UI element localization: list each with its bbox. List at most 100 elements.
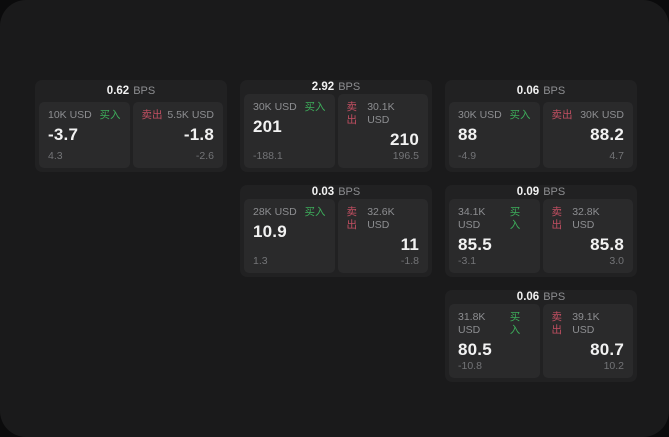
sell-panel-top: 卖出 32.6K USD	[347, 206, 420, 232]
spread-card: 0.09 BPS 34.1K USD 买入 85.5 -3.1 卖出 32.8K…	[445, 185, 637, 277]
sell-delta: 4.7	[609, 150, 624, 162]
bps-unit: BPS	[133, 85, 156, 97]
buy-badge: 买入	[509, 311, 521, 336]
buy-amount: 30K USD	[253, 101, 297, 113]
bps-value: 2.92	[311, 81, 335, 93]
buy-panel-top: 31.8K USD 买入	[458, 311, 531, 337]
sell-badge: 卖出	[551, 109, 573, 121]
sell-panel[interactable]: 卖出 5.5K USD -1.8 -2.6	[132, 102, 223, 168]
buy-delta: 4.3	[48, 150, 63, 162]
sell-badge: 卖出	[551, 206, 563, 231]
buy-amount: 30K USD	[458, 109, 502, 121]
buy-badge: 买入	[99, 109, 121, 121]
sell-delta: 196.5	[392, 150, 419, 162]
bps-unit: BPS	[338, 81, 361, 93]
buy-amount: 28K USD	[253, 206, 297, 218]
sell-badge: 卖出	[141, 109, 163, 121]
spread-card: 2.92 BPS 30K USD 买入 201 -188.1 卖出 30.1K …	[240, 80, 432, 172]
buy-badge: 买入	[509, 109, 531, 121]
buy-price: -3.7	[48, 125, 79, 144]
buy-panel[interactable]: 30K USD 买入 88 -4.9	[449, 102, 540, 168]
sell-delta: -2.6	[195, 150, 214, 162]
sell-amount: 32.8K USD	[572, 206, 600, 231]
card-body: 31.8K USD 买入 80.5 -10.8 卖出 39.1K USD 80.…	[445, 304, 637, 382]
buy-badge: 买入	[509, 206, 521, 231]
bps-unit: BPS	[543, 291, 566, 303]
buy-panel[interactable]: 10K USD 买入 -3.7 4.3	[39, 102, 130, 168]
spread-card: 0.62 BPS 10K USD 买入 -3.7 4.3 卖出 5.5K USD…	[35, 80, 227, 172]
spread-card: 0.03 BPS 28K USD 买入 10.9 1.3 卖出 32.6K US…	[240, 185, 432, 277]
sell-badge: 卖出	[346, 101, 358, 126]
bps-unit: BPS	[543, 186, 566, 198]
bps-value: 0.06	[516, 291, 540, 303]
sell-amount: 30.1K USD	[367, 101, 395, 126]
buy-amount: 31.8K USD	[458, 311, 486, 336]
buy-amount: 10K USD	[48, 109, 92, 121]
sell-panel[interactable]: 卖出 32.6K USD 11 -1.8	[337, 199, 428, 273]
bps-value: 0.06	[516, 85, 540, 97]
sell-panel[interactable]: 卖出 39.1K USD 80.7 10.2	[542, 304, 633, 378]
sell-delta: 10.2	[603, 360, 624, 372]
sell-panel-top: 卖出 30K USD	[552, 109, 625, 122]
card-body: 28K USD 买入 10.9 1.3 卖出 32.6K USD 11 -1.8	[240, 199, 432, 277]
buy-panel[interactable]: 31.8K USD 买入 80.5 -10.8	[449, 304, 540, 378]
buy-panel[interactable]: 34.1K USD 买入 85.5 -3.1	[449, 199, 540, 273]
buy-panel[interactable]: 28K USD 买入 10.9 1.3	[244, 199, 335, 273]
sell-panel[interactable]: 卖出 30K USD 88.2 4.7	[542, 102, 633, 168]
buy-badge: 买入	[304, 101, 326, 113]
card-body: 10K USD 买入 -3.7 4.3 卖出 5.5K USD -1.8 -2.…	[35, 102, 227, 172]
bps-value: 0.03	[311, 186, 335, 198]
card-header: 0.03 BPS	[240, 185, 432, 199]
sell-amount: 32.6K USD	[367, 206, 395, 231]
sell-panel-top: 卖出 32.8K USD	[552, 206, 625, 232]
sell-amount: 5.5K USD	[167, 109, 214, 121]
sell-panel-top: 卖出 39.1K USD	[552, 311, 625, 337]
sell-delta: 3.0	[609, 255, 624, 267]
card-body: 34.1K USD 买入 85.5 -3.1 卖出 32.8K USD 85.8…	[445, 199, 637, 277]
sell-amount: 30K USD	[580, 109, 624, 121]
bps-unit: BPS	[543, 85, 566, 97]
card-header: 0.09 BPS	[445, 185, 637, 199]
sell-panel[interactable]: 卖出 32.8K USD 85.8 3.0	[542, 199, 633, 273]
buy-price: 80.5	[458, 340, 492, 359]
sell-price: 11	[400, 235, 419, 254]
card-header: 0.06 BPS	[445, 80, 637, 102]
sell-price: 85.8	[590, 235, 624, 254]
buy-panel-top: 30K USD 买入	[253, 101, 326, 114]
buy-price: 201	[253, 117, 282, 136]
bps-value: 0.09	[516, 186, 540, 198]
buy-price: 85.5	[458, 235, 492, 254]
card-header: 0.06 BPS	[445, 290, 637, 304]
buy-delta: 1.3	[253, 255, 268, 267]
buy-badge: 买入	[304, 206, 326, 218]
sell-price: -1.8	[183, 125, 214, 144]
buy-panel-top: 10K USD 买入	[48, 109, 121, 122]
spread-card: 0.06 BPS 30K USD 买入 88 -4.9 卖出 30K USD 8…	[445, 80, 637, 172]
buy-amount: 34.1K USD	[458, 206, 486, 231]
buy-panel-top: 28K USD 买入	[253, 206, 326, 219]
buy-panel[interactable]: 30K USD 买入 201 -188.1	[244, 94, 335, 168]
bps-unit: BPS	[338, 186, 361, 198]
sell-panel-top: 卖出 30.1K USD	[347, 101, 420, 127]
buy-panel-top: 30K USD 买入	[458, 109, 531, 122]
sell-delta: -1.8	[400, 255, 419, 267]
sell-panel-top: 卖出 5.5K USD	[142, 109, 215, 122]
card-header: 0.62 BPS	[35, 80, 227, 102]
buy-panel-top: 34.1K USD 买入	[458, 206, 531, 232]
sell-price: 80.7	[590, 340, 624, 359]
buy-delta: -188.1	[253, 150, 283, 162]
sell-price: 210	[390, 130, 419, 149]
buy-delta: -3.1	[458, 255, 477, 267]
spread-card: 0.06 BPS 31.8K USD 买入 80.5 -10.8 卖出 39.1…	[445, 290, 637, 382]
sell-amount: 39.1K USD	[572, 311, 600, 336]
card-header: 2.92 BPS	[240, 80, 432, 94]
buy-delta: -10.8	[458, 360, 482, 372]
bps-value: 0.62	[106, 85, 130, 97]
buy-delta: -4.9	[458, 150, 477, 162]
sell-panel[interactable]: 卖出 30.1K USD 210 196.5	[337, 94, 428, 168]
sell-badge: 卖出	[346, 206, 358, 231]
buy-price: 88	[458, 125, 478, 144]
cards-grid: 0.62 BPS 10K USD 买入 -3.7 4.3 卖出 5.5K USD…	[35, 80, 637, 382]
sell-price: 88.2	[590, 125, 624, 144]
